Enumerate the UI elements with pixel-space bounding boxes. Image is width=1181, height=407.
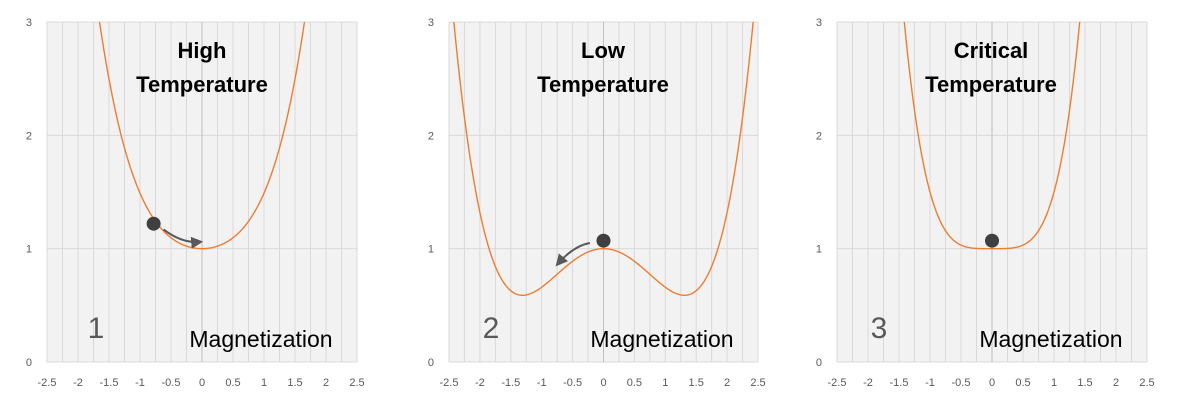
panel-number: 3 [871, 312, 888, 345]
chart-title-line: Temperature [925, 72, 1057, 97]
x-tick-label: 2 [724, 377, 730, 389]
x-tick-label: 2.5 [1139, 377, 1154, 389]
y-tick-label: 1 [428, 244, 434, 256]
energy-curve [903, 22, 1081, 250]
y-tick-label: 1 [26, 244, 32, 256]
x-tick-label: 2 [323, 377, 329, 389]
x-tick-label: -2 [863, 377, 873, 389]
state-ball [146, 216, 161, 231]
x-tick-label: 1.5 [689, 377, 704, 389]
y-tick-label: 3 [428, 17, 434, 29]
x-tick-label: -1 [925, 377, 935, 389]
x-tick-label: -0.5 [162, 377, 181, 389]
y-tick-label: 0 [428, 357, 434, 369]
x-tick-label: -2 [475, 377, 485, 389]
x-tick-label: 0 [989, 377, 995, 389]
chart-title-line: Temperature [136, 72, 268, 97]
x-axis-label: Magnetization [979, 326, 1122, 352]
x-tick-label: -2 [73, 377, 83, 389]
panel-number: 2 [483, 312, 500, 345]
chart-title-line: High [178, 38, 227, 63]
x-tick-label: 2.5 [750, 377, 765, 389]
x-tick-label: 0 [199, 377, 205, 389]
x-tick-label: -1.5 [890, 377, 909, 389]
chart-title-line: Low [581, 38, 626, 63]
x-tick-label: 0.5 [627, 377, 642, 389]
x-tick-label: 0.5 [225, 377, 240, 389]
chart-panel-2: -2.5 -2 -1.5 -1 -0.5 0 0.5 1 1.5 2 2.5 0 1 2 3 Low Tempe… [428, 17, 766, 389]
x-tick-label: 1.5 [1077, 377, 1092, 389]
x-axis-label: Magnetization [189, 326, 332, 352]
x-tick-label: -0.5 [952, 377, 971, 389]
x-tick-label: 1 [261, 377, 267, 389]
panel-number: 1 [88, 312, 105, 345]
x-tick-label: -1 [537, 377, 547, 389]
x-tick-label: 0.5 [1015, 377, 1030, 389]
state-ball [985, 233, 999, 248]
x-tick-label: 1 [1051, 377, 1057, 389]
x-tick-label: -1 [135, 377, 145, 389]
x-tick-label: 0 [600, 377, 606, 389]
x-tick-label: 1 [662, 377, 668, 389]
y-tick-label: 2 [816, 130, 822, 142]
y-tick-label: 3 [816, 17, 822, 29]
x-tick-label: 1.5 [287, 377, 302, 389]
y-tick-label: 2 [428, 130, 434, 142]
chart-panel-3: -2.5 -2 -1.5 -1 -0.5 0 0.5 1 1.5 2 2.5 0 1 2 3 Critical… [816, 17, 1155, 389]
energy-curve [453, 22, 754, 297]
y-tick-label: 0 [816, 357, 822, 369]
y-tick-label: 1 [816, 244, 822, 256]
x-axis-label: Magnetization [590, 326, 733, 352]
x-tick-label: -1.5 [501, 377, 520, 389]
y-tick-label: 2 [26, 130, 32, 142]
x-tick-label: 2.5 [349, 377, 364, 389]
chart-title-line: Temperature [537, 72, 669, 97]
x-tick-label: -0.5 [563, 377, 582, 389]
x-tick-label: -2.5 [440, 377, 459, 389]
x-tick-label: -2.5 [38, 377, 57, 389]
x-tick-label: -2.5 [828, 377, 847, 389]
grid-lines [448, 21, 759, 363]
motion-arrow [162, 228, 204, 249]
state-ball [596, 233, 611, 248]
y-tick-label: 3 [26, 17, 32, 29]
chart-title-line: Critical [954, 38, 1029, 63]
chart-panel-1: -2.5 -2 -1.5 -1 -0.5 0 0.5 1 1.5 2 2.5 0 1 2 3 High Temp… [26, 17, 365, 389]
motion-arrow [555, 242, 591, 267]
x-tick-label: -1.5 [100, 377, 119, 389]
y-tick-label: 0 [26, 357, 32, 369]
x-tick-label: 2 [1113, 377, 1119, 389]
